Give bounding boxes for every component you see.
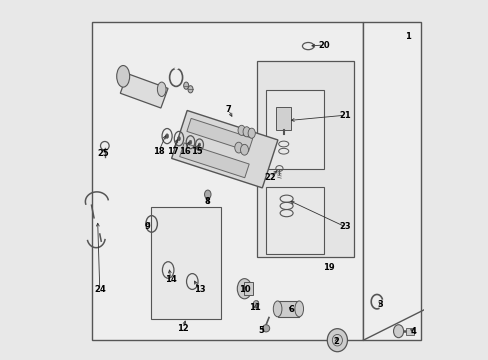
- Text: 8: 8: [204, 197, 210, 206]
- Ellipse shape: [189, 140, 191, 144]
- Bar: [186, 118, 252, 152]
- Bar: [179, 143, 249, 178]
- Bar: [257, 61, 354, 257]
- Ellipse shape: [262, 325, 269, 332]
- Text: 25: 25: [97, 149, 109, 158]
- Text: 20: 20: [317, 41, 329, 50]
- Text: 3: 3: [377, 300, 383, 309]
- Text: 19: 19: [323, 263, 334, 272]
- Bar: [244, 282, 252, 295]
- Text: 23: 23: [339, 222, 350, 231]
- Text: 11: 11: [249, 303, 261, 312]
- Text: 6: 6: [288, 305, 294, 314]
- Text: 5: 5: [258, 326, 264, 335]
- Ellipse shape: [247, 128, 255, 138]
- Bar: [406, 328, 413, 335]
- Text: 9: 9: [144, 222, 150, 231]
- Text: 15: 15: [191, 147, 203, 156]
- Ellipse shape: [393, 325, 403, 338]
- Ellipse shape: [187, 86, 193, 93]
- Text: 14: 14: [164, 275, 176, 284]
- Text: 12: 12: [177, 324, 189, 333]
- Bar: [265, 187, 323, 254]
- Ellipse shape: [326, 329, 347, 352]
- Ellipse shape: [243, 127, 250, 137]
- Text: 22: 22: [264, 173, 276, 182]
- Ellipse shape: [238, 125, 244, 135]
- Text: 18: 18: [153, 147, 164, 156]
- Bar: [120, 73, 168, 108]
- Ellipse shape: [294, 301, 303, 317]
- Text: 7: 7: [225, 105, 231, 114]
- Ellipse shape: [253, 301, 258, 308]
- Ellipse shape: [198, 143, 200, 147]
- Bar: [276, 107, 291, 130]
- Text: 17: 17: [166, 147, 178, 156]
- Bar: [265, 90, 323, 169]
- Text: 4: 4: [410, 327, 416, 336]
- Bar: [91, 22, 363, 340]
- Ellipse shape: [165, 134, 168, 138]
- Text: 1: 1: [405, 32, 410, 41]
- Bar: [151, 207, 221, 319]
- Ellipse shape: [273, 301, 282, 317]
- Text: 2: 2: [333, 338, 339, 346]
- Text: 13: 13: [193, 285, 205, 294]
- Ellipse shape: [240, 144, 248, 155]
- Ellipse shape: [117, 66, 129, 87]
- Ellipse shape: [177, 136, 180, 141]
- Ellipse shape: [183, 82, 188, 89]
- Text: 21: 21: [339, 111, 350, 120]
- Ellipse shape: [234, 142, 242, 153]
- Ellipse shape: [237, 279, 251, 299]
- Text: 16: 16: [179, 147, 191, 156]
- Bar: [363, 22, 420, 340]
- Bar: [277, 301, 299, 317]
- Ellipse shape: [204, 190, 211, 199]
- Text: 24: 24: [94, 285, 105, 294]
- Text: 10: 10: [238, 285, 250, 294]
- Bar: [171, 111, 277, 188]
- Ellipse shape: [157, 82, 166, 96]
